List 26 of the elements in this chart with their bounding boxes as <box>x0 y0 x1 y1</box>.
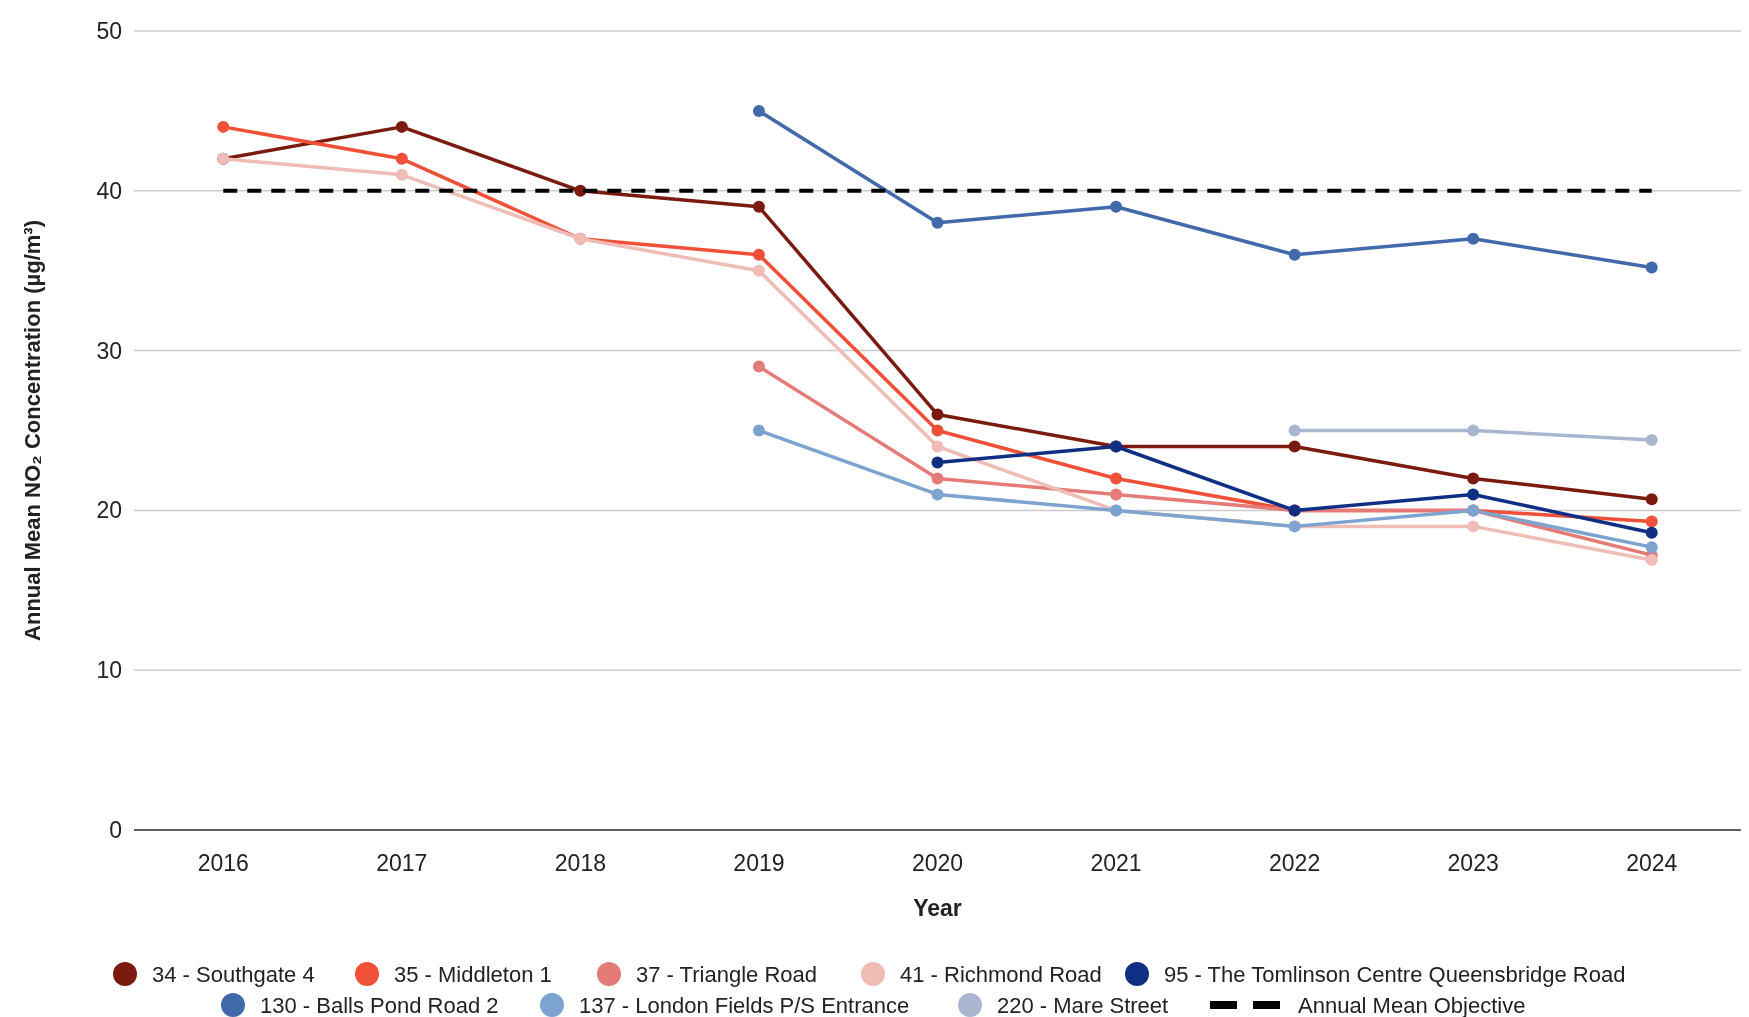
y-tick-label: 30 <box>96 337 122 364</box>
legend-label: 220 - Mare Street <box>997 992 1169 1017</box>
legend-label: Annual Mean Objective <box>1298 992 1526 1017</box>
y-tick-label: 10 <box>96 657 122 684</box>
legend-label: 130 - Balls Pond Road 2 <box>260 992 499 1017</box>
x-tick-label: 2024 <box>1626 850 1678 877</box>
y-axis-title: Annual Mean NO₂ Concentration (µg/m³) <box>20 220 45 641</box>
y-tick-label: 20 <box>96 497 122 524</box>
y-tick-label: 0 <box>109 817 122 844</box>
legend-label: 35 - Middleton 1 <box>394 961 552 987</box>
y-tick-label: 40 <box>96 177 122 204</box>
x-axis-title: Year <box>913 895 962 921</box>
legend-label: 34 - Southgate 4 <box>152 961 315 987</box>
x-tick-label: 2022 <box>1269 850 1321 877</box>
x-tick-label: 2019 <box>733 850 785 877</box>
legend-label: 41 - Richmond Road <box>900 961 1102 987</box>
legend-label: 37 - Triangle Road <box>636 961 817 987</box>
x-tick-label: 2021 <box>1090 850 1142 877</box>
y-tick-label: 50 <box>96 18 122 45</box>
x-tick-label: 2023 <box>1447 850 1499 877</box>
x-tick-label: 2016 <box>197 850 249 877</box>
x-tick-label: 2018 <box>554 850 606 877</box>
x-tick-label: 2017 <box>376 850 428 877</box>
legend-label: 95 - The Tomlinson Centre Queensbridge Road <box>1164 961 1626 987</box>
x-tick-label: 2020 <box>911 850 964 877</box>
legend-label: 137 - London Fields P/S Entrance <box>579 992 910 1017</box>
